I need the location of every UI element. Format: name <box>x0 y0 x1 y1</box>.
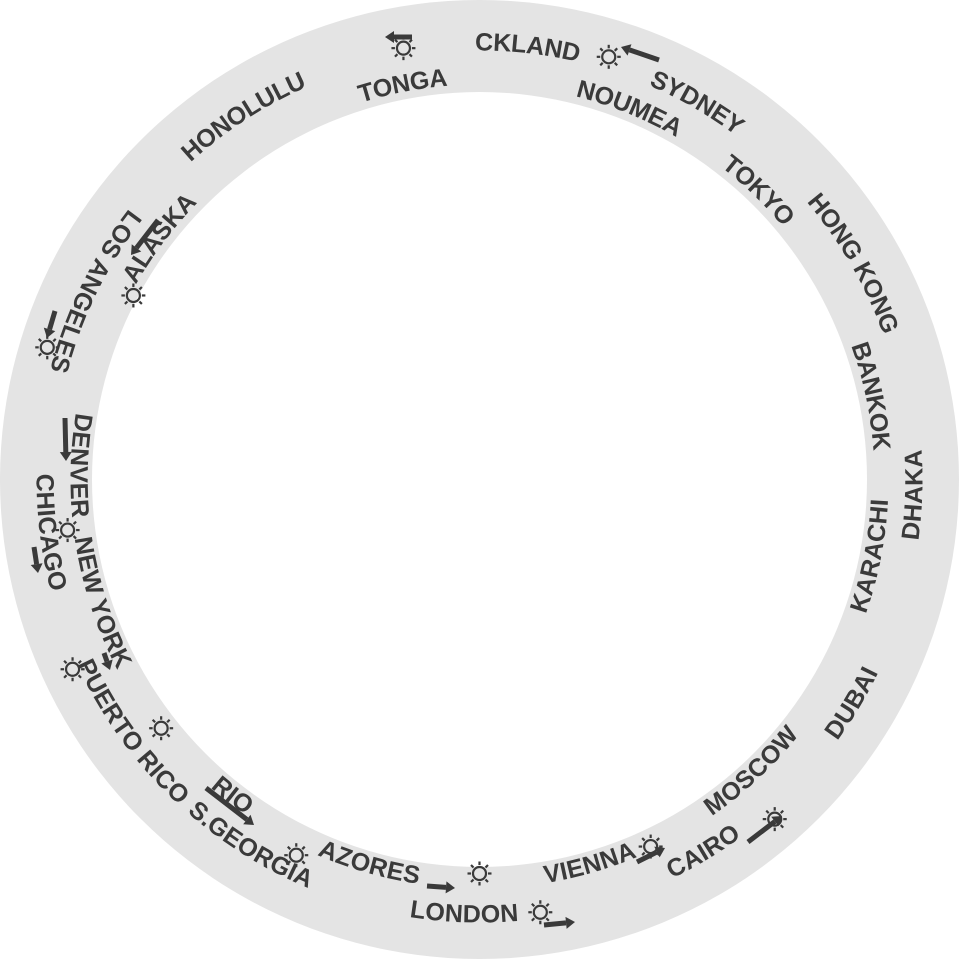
dst-arrow-vienna <box>635 846 665 865</box>
sun-icon-auckland <box>391 36 416 61</box>
city-label-dhaka: DHAKA <box>896 449 928 541</box>
dst-arrow-rio <box>204 786 254 825</box>
dst-arrow-sydney <box>621 44 660 63</box>
sun-icon-los-angeles <box>35 335 60 360</box>
sun-icon-chicago <box>60 657 85 682</box>
dst-arrow-auckland <box>385 31 412 43</box>
sun-icon-alaska <box>121 283 146 308</box>
sun-icon-denver <box>55 518 80 543</box>
dst-arrow-denver <box>59 417 72 461</box>
sun-icon-rio <box>284 843 309 868</box>
dst-arrow-new-york <box>101 652 113 670</box>
dst-arrow-chicago <box>30 546 43 573</box>
sun-icon-azores <box>467 861 492 886</box>
dst-markers <box>30 31 787 929</box>
city-label-denver: DENVER <box>65 412 98 519</box>
sun-icon-sydney <box>596 44 621 69</box>
sun-icon-new-york <box>149 716 174 741</box>
dst-arrow-london <box>543 916 575 929</box>
sun-icon-cairo <box>762 807 787 832</box>
dst-arrow-azores <box>426 881 455 894</box>
dst-arrow-los-angeles <box>43 310 58 338</box>
dst-arrow-cairo <box>746 816 782 844</box>
sun-icon-london <box>528 900 553 925</box>
dst-arrow-alaska <box>131 218 160 255</box>
